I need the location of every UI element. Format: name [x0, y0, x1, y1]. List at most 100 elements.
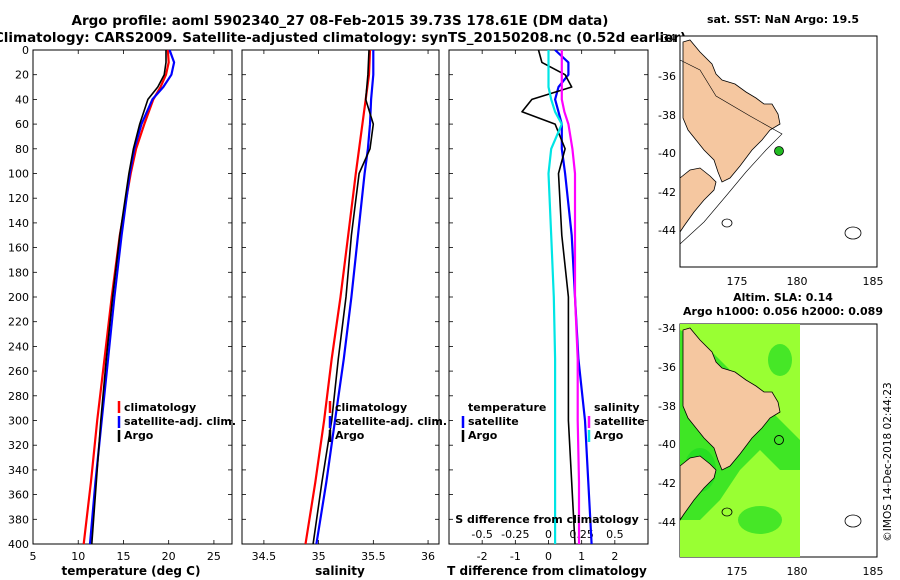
x-tick-label: 34.5: [252, 550, 277, 563]
depth-tick-label: 100: [8, 168, 29, 181]
legend-t-satellite: satellite: [468, 415, 519, 428]
x-tick-label: 2: [611, 550, 618, 563]
depth-tick-label: 20: [15, 69, 29, 82]
depth-tick-label: 60: [15, 118, 29, 131]
map2-ytick: -40: [658, 438, 676, 451]
legend-t-argo: Argo: [468, 429, 498, 442]
map1-argo-marker: [774, 146, 784, 156]
depth-tick-label: 120: [8, 192, 29, 205]
map1-ytick: -36: [658, 70, 676, 83]
x-tick-label-2: 0.5: [606, 528, 624, 541]
temperature-panel: [32, 49, 233, 545]
map2-north-island: [682, 327, 781, 471]
depth-tick-label: 280: [8, 390, 29, 403]
map2: [679, 323, 878, 558]
map2-ytick: -44: [658, 516, 676, 529]
x-tick-label: -1: [510, 550, 521, 563]
depth-tick-label: 140: [8, 217, 29, 230]
x-tick-label-2: 0.25: [569, 528, 594, 541]
map1-ytick: -40: [658, 147, 676, 160]
title-line-2: Climatology: CARS2009. Satellite-adjuste…: [0, 30, 686, 46]
x-tick-label: 36: [421, 550, 435, 563]
depth-tick-label: 0: [22, 44, 29, 57]
x-tick-label: 35: [312, 550, 326, 563]
salinity-legend: climatology satellite-adj. clim. Argo: [328, 401, 447, 442]
depth-tick-label: 400: [8, 538, 29, 551]
difference-xlabel-2: S difference from climatology: [455, 513, 639, 526]
depth-tick-label: 260: [8, 365, 29, 378]
series-line-satellite-adj-clim-: [315, 50, 375, 545]
x-tick-label: -2: [477, 550, 488, 563]
depth-tick-label: 240: [8, 340, 29, 353]
map1-south-island: [679, 167, 717, 234]
depth-tick-label: 160: [8, 242, 29, 255]
map2-ytick: -34: [658, 322, 676, 335]
x-tick-label: 25: [207, 550, 221, 563]
legend-s-diff-argo: Argo: [594, 429, 624, 442]
map1-ytick: -42: [658, 186, 676, 199]
legend-argo: Argo: [124, 429, 154, 442]
map1-xtick: 175: [727, 275, 748, 288]
map2-xtick: 185: [863, 565, 884, 578]
map2-title-1: Altim. SLA: 0.14: [733, 291, 833, 304]
map2-south-island: [679, 455, 717, 522]
title-line-1: Argo profile: aoml 5902340_27 08-Feb-201…: [72, 13, 609, 29]
series-line-s-argo: [547, 50, 563, 544]
depth-tick-label: 380: [8, 513, 29, 526]
map2-xtick: 180: [787, 565, 808, 578]
map2-argo-marker: [774, 435, 784, 445]
map1-title: sat. SST: NaN Argo: 19.5: [707, 13, 859, 26]
depth-tick-label: 40: [15, 93, 29, 106]
temperature-xlabel: temperature (deg C): [62, 564, 201, 578]
map1-north-island: [682, 39, 781, 183]
map2-axes: 175 180 185 -34 -36 -38 -40 -42 -44: [658, 322, 883, 578]
map2-ytick: -38: [658, 400, 676, 413]
depth-tick-label: 180: [8, 266, 29, 279]
legend-salinity-title: salinity: [594, 401, 640, 414]
x-tick-label-2: 0: [545, 528, 552, 541]
series-line-t-satellite: [553, 49, 593, 545]
series-line-climatology: [82, 49, 170, 545]
map1: [679, 35, 878, 268]
map1-xtick: 185: [863, 275, 884, 288]
map1-ytick: -34: [658, 32, 676, 45]
map1-axes: 175 180 185 -34 -36 -38 -40 -42 -44: [658, 32, 883, 288]
depth-tick-label: 80: [15, 143, 29, 156]
depth-tick-label: 300: [8, 415, 29, 428]
legend-s-satellite-adj: satellite-adj. clim.: [335, 415, 447, 428]
credit: ©IMOS 14-Dec-2018 02:44:23: [882, 382, 894, 541]
map2-ytick: -36: [658, 361, 676, 374]
x-tick-label: 20: [162, 550, 176, 563]
x-tick-label: 0: [545, 550, 552, 563]
legend-climatology: climatology: [124, 401, 196, 414]
series-line-argo: [91, 50, 167, 545]
legend-satellite-adj: satellite-adj. clim.: [124, 415, 236, 428]
depth-tick-label: 340: [8, 464, 29, 477]
legend-s-diff-satellite: satellite: [594, 415, 645, 428]
salinity-xlabel: salinity: [315, 564, 365, 578]
map2-ytick: -42: [658, 477, 676, 490]
map1-ytick: -44: [658, 224, 676, 237]
x-tick-label: 15: [116, 550, 130, 563]
map1-xtick: 180: [787, 275, 808, 288]
x-tick-label: 10: [71, 550, 85, 563]
temperature-legend: climatology satellite-adj. clim. Argo: [117, 401, 236, 442]
depth-tick-label: 320: [8, 439, 29, 452]
depth-tick-label: 360: [8, 489, 29, 502]
x-tick-label: 5: [30, 550, 37, 563]
x-tick-label-2: -0.5: [471, 528, 492, 541]
map1-bathymetry: [679, 59, 783, 245]
depth-tick-label: 220: [8, 316, 29, 329]
x-tick-label: 35.5: [361, 550, 386, 563]
map1-ytick: -38: [658, 109, 676, 122]
legend-s-climatology: climatology: [335, 401, 407, 414]
map2-title-2: Argo h1000: 0.056 h2000: 0.089: [683, 305, 883, 318]
legend-s-argo: Argo: [335, 429, 365, 442]
series-line-s-satellite: [560, 50, 581, 544]
legend-temperature-title: temperature: [468, 401, 546, 414]
difference-xlabel: T difference from climatology: [447, 564, 647, 578]
x-tick-label: 1: [578, 550, 585, 563]
series-line-t-argo: [521, 49, 576, 545]
difference-legend: temperature satellite Argo salinity sate…: [461, 401, 645, 442]
